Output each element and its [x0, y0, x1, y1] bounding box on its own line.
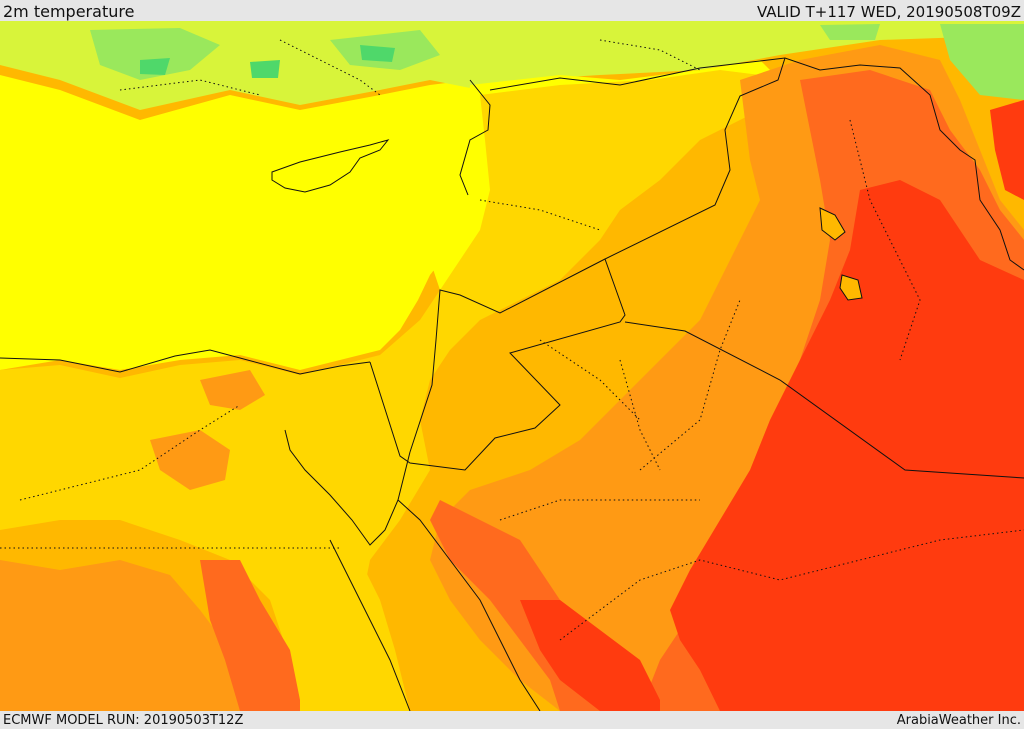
- green-patch: [940, 24, 1024, 100]
- red-sea-coast-gold: [320, 540, 410, 711]
- cyprus-island: [271, 139, 390, 193]
- orange-red-patch: [200, 560, 300, 711]
- green-patch: [820, 24, 880, 40]
- orange-patch: [0, 560, 250, 711]
- country-borders: [0, 57, 1024, 711]
- valid-time: VALID T+117 WED, 20190508T09Z: [756, 3, 1021, 21]
- orange-patch: [200, 370, 265, 410]
- red-patch: [520, 600, 660, 711]
- footer-bar: ECMWF MODEL RUN: 20190503T12Z ArabiaWeat…: [0, 711, 1024, 729]
- lake: [839, 274, 863, 301]
- red-patch: [990, 100, 1024, 200]
- provider-label: ArabiaWeather Inc.: [896, 713, 1021, 728]
- lake: [819, 207, 846, 241]
- green-patch: [140, 58, 170, 75]
- model-run-label: ECMWF MODEL RUN: 20190503T12Z: [3, 713, 244, 728]
- red-hot-zone: [670, 180, 1024, 711]
- green-patch: [90, 28, 220, 80]
- gold-band: [0, 70, 760, 711]
- header-bar: 2m temperature VALID T+117 WED, 20190508…: [0, 0, 1024, 21]
- green-patch: [360, 45, 395, 62]
- green-patch: [250, 60, 280, 78]
- turkey-cool-zone: [0, 21, 1024, 110]
- temperature-map[interactable]: [0, 21, 1024, 711]
- orange-patch: [150, 430, 230, 490]
- admin-borders: [0, 39, 1024, 641]
- map-title: 2m temperature: [3, 2, 135, 21]
